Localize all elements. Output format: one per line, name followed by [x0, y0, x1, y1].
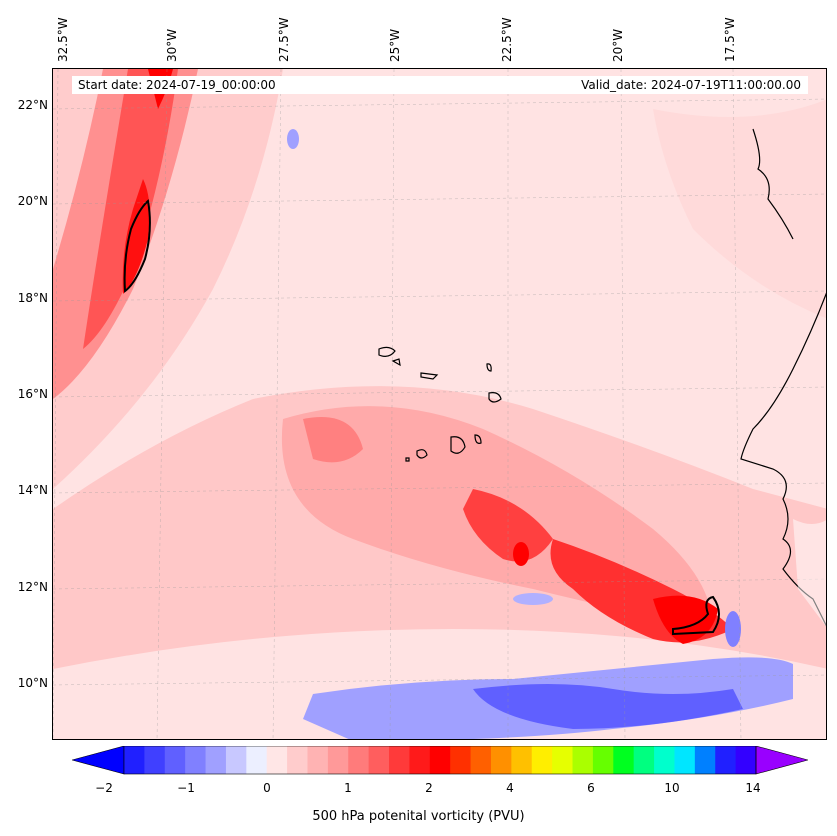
colorbar-segment: [674, 746, 696, 774]
colorbar-tick: 1: [344, 781, 352, 795]
colorbar-segment: [633, 746, 655, 774]
colorbar-tick: 0: [263, 781, 271, 795]
colorbar-segment: [490, 746, 512, 774]
lon-label-20w: 20°W: [611, 28, 625, 62]
colorbar-segment: [450, 746, 472, 774]
island-boa-vista: [488, 392, 502, 403]
colorbar-segment: [429, 746, 451, 774]
colorbar-frame: [123, 746, 757, 775]
island-brava: [405, 457, 410, 462]
colorbar-tick: 10: [664, 781, 680, 795]
lon-label-22-5w: 22.5°W: [500, 17, 514, 62]
pv-negative-spot-1: [725, 611, 741, 647]
africa-land: [793, 519, 826, 627]
colorbar-segment: [531, 746, 553, 774]
colorbar-segment: [368, 746, 390, 774]
colorbar-segment: [409, 746, 431, 774]
pv-feature-4: [303, 417, 363, 463]
pv-negative-spot-2: [287, 129, 299, 149]
cabo-verde-islands: [378, 346, 502, 462]
island-sao-vicente: [391, 358, 401, 367]
lon-label-17-5w: 17.5°W: [723, 17, 737, 62]
colorbar-tick: 6: [587, 781, 595, 795]
colorbar-segment: [246, 746, 268, 774]
colorbar-segment: [572, 746, 594, 774]
colorbar-tick: 4: [506, 781, 514, 795]
colorbar-segment: [205, 746, 227, 774]
colorbar-segment: [715, 746, 737, 774]
colorbar-segment: [735, 746, 757, 774]
colorbar-segment: [389, 746, 410, 774]
island-sal: [486, 363, 492, 372]
colorbar-segment: [144, 746, 166, 774]
lat-label-16n: 16°N: [17, 387, 48, 401]
colorbar-extend-min: [72, 746, 125, 775]
pv-contour-nw: [123, 199, 151, 293]
graticule: [53, 69, 826, 739]
colorbar-segment: [654, 746, 675, 774]
lat-label-22n: 22°N: [17, 98, 48, 112]
island-sao-nicolau: [420, 372, 439, 380]
colorbar-tick: −1: [177, 781, 195, 795]
colorbar-segment: [694, 746, 716, 774]
lon-label-32-5w: 32.5°W: [56, 17, 70, 62]
colorbar-segment: [511, 746, 533, 774]
colorbar-tick: 14: [745, 781, 761, 795]
colorbar-label: 500 hPa potenital vorticity (PVU): [312, 809, 525, 824]
info-bar: [72, 76, 808, 94]
colorbar-segment: [225, 746, 247, 774]
lat-label-12n: 12°N: [17, 580, 48, 594]
colorbar-extend-max: [755, 746, 808, 775]
island-santiago: [450, 436, 466, 454]
colorbar-segment: [307, 746, 329, 774]
pv-contour-se: [672, 595, 720, 636]
colorbar-tick: −2: [95, 781, 113, 795]
island-fogo: [416, 449, 428, 459]
lat-label-10n: 10°N: [17, 676, 48, 690]
pv-feature-5: [513, 542, 529, 566]
start-date-label: Start date: 2024-07-19_00:00:00: [78, 78, 276, 92]
pv-band-mid: [83, 69, 178, 349]
colorbar-segment: [613, 746, 635, 774]
colorbar-segment: [552, 746, 574, 774]
colorbar-tick: 2: [425, 781, 433, 795]
lat-label-20n: 20°N: [17, 194, 48, 208]
colorbar-segment: [185, 746, 207, 774]
lat-label-14n: 14°N: [17, 483, 48, 497]
colorbar-segment: [164, 746, 186, 774]
colorbar: [72, 746, 808, 775]
map-panel[interactable]: [52, 68, 827, 740]
colorbar-segment: [287, 746, 308, 774]
colorbar-segment: [592, 746, 614, 774]
valid-date-label: Valid_date: 2024-07-19T11:00:00.00: [581, 78, 801, 92]
lon-label-30w: 30°W: [165, 28, 179, 62]
pv-negative-spot-3: [513, 593, 553, 605]
island-santo-antao: [378, 346, 396, 357]
lon-label-27-5w: 27.5°W: [277, 17, 291, 62]
colorbar-segment: [327, 746, 349, 774]
lon-label-25w: 25°W: [388, 28, 402, 62]
pv-field-map: [53, 69, 826, 739]
lat-label-18n: 18°N: [17, 291, 48, 305]
colorbar-segment: [470, 746, 492, 774]
pv-negative-core: [473, 684, 743, 729]
colorbar-segment: [266, 746, 288, 774]
colorbar-segment: [124, 746, 145, 774]
pv-region-2: [653, 99, 826, 319]
colorbar-segment: [348, 746, 370, 774]
island-maio: [474, 434, 482, 444]
